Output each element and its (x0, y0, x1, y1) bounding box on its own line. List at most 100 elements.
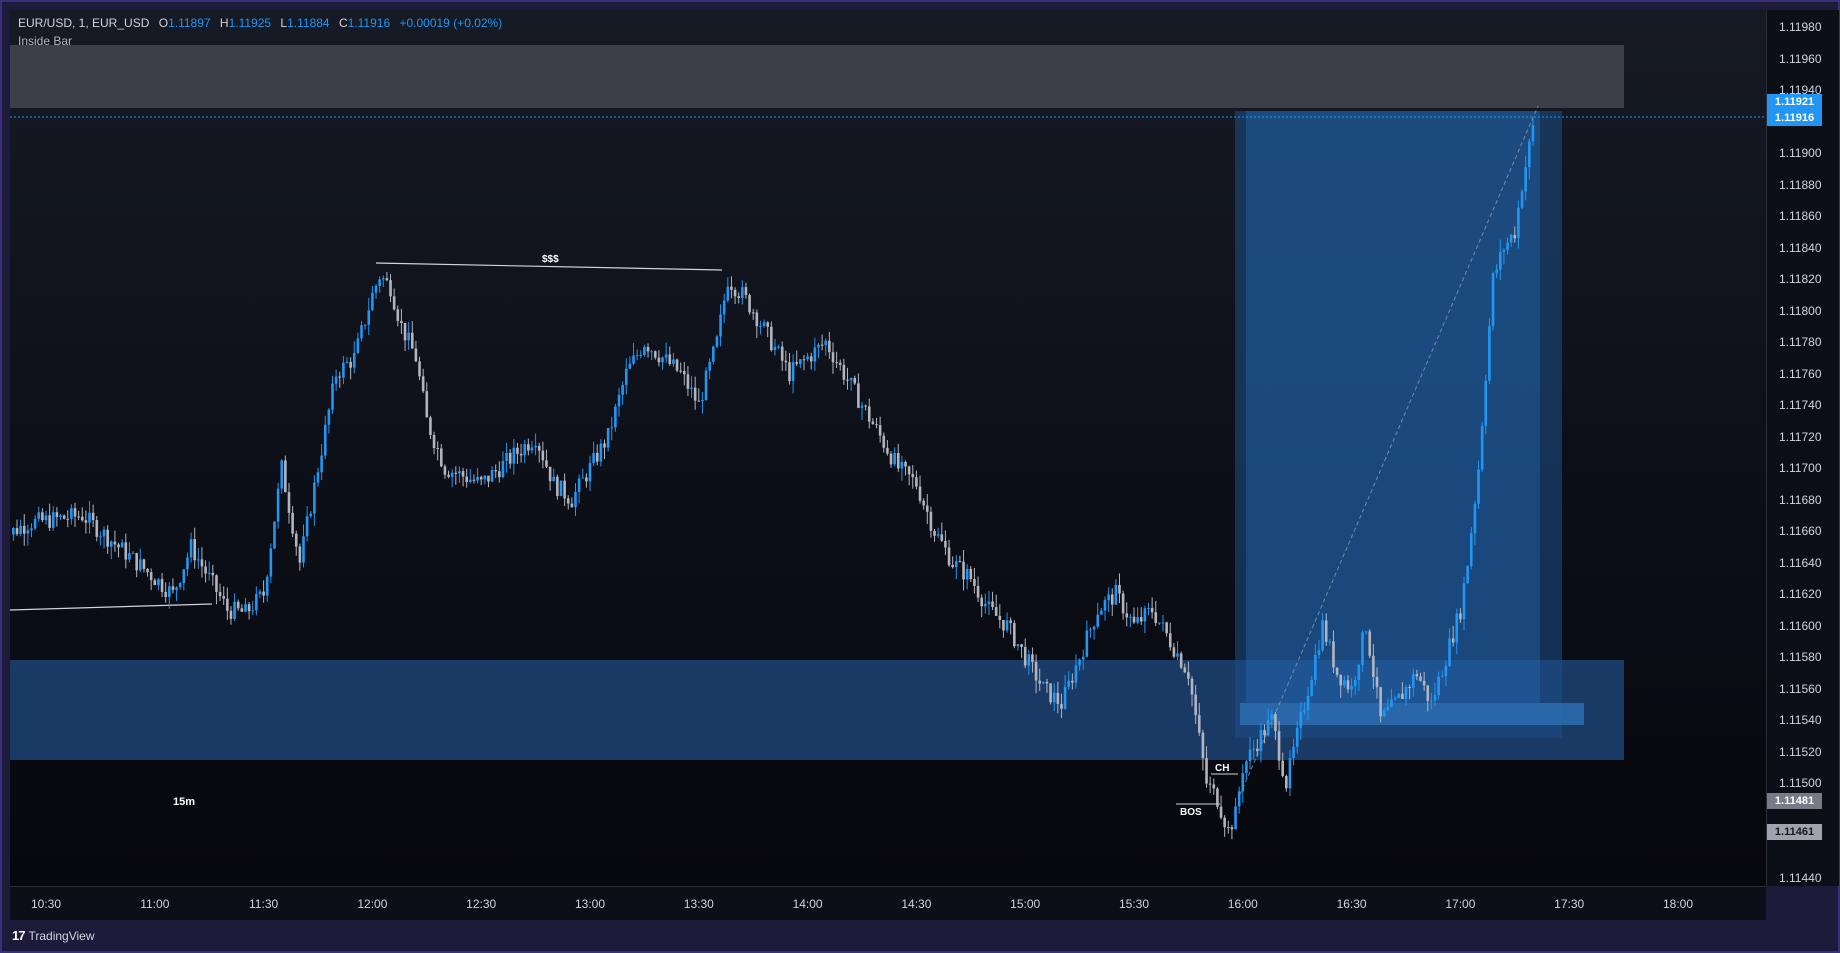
candle-body (1063, 686, 1067, 709)
candle-body (809, 356, 813, 362)
candle-body (73, 508, 77, 517)
candle-body (1411, 674, 1415, 688)
trend-line[interactable] (10, 603, 213, 611)
indicator-label[interactable]: Inside Bar (18, 34, 73, 48)
candle-body (929, 511, 933, 531)
price-tick: 1.11780 (1779, 335, 1822, 349)
candle-body (643, 346, 646, 355)
candle-body (1426, 685, 1430, 701)
candle-body (1016, 644, 1020, 647)
candle-body (530, 447, 534, 451)
candle-body (1459, 613, 1462, 620)
candle-body (1234, 806, 1237, 830)
candle-body (193, 539, 196, 561)
candle-body (715, 336, 719, 347)
candle-body (1433, 695, 1437, 701)
candle-body (454, 472, 458, 474)
high-key: H (219, 16, 229, 30)
candle-body (1328, 641, 1332, 643)
candle-body (802, 359, 806, 361)
candle-body (120, 542, 124, 548)
candle-body (62, 515, 66, 519)
candle-body (1295, 727, 1299, 747)
candle-body (831, 352, 835, 363)
candle-body (1353, 680, 1357, 686)
candle-body (255, 593, 258, 611)
candle-body (30, 528, 33, 531)
tradingview-logo[interactable]: 17 TradingView (12, 928, 95, 943)
candle-body (236, 601, 240, 609)
time-tick: 10:30 (30, 897, 62, 911)
symbol-legend[interactable]: EUR/USD, 1, EUR_USD O1.11897 H1.11925 L1… (18, 16, 502, 30)
candle-body (1480, 425, 1484, 470)
candle-body (512, 447, 516, 464)
projection-line (1239, 105, 1539, 796)
candle-body (1074, 665, 1078, 683)
candle-body (904, 461, 907, 467)
candle-body (171, 586, 175, 590)
candle-body (421, 376, 425, 392)
candle-body (186, 557, 189, 570)
candle-body (280, 460, 284, 489)
candle-body (730, 286, 733, 290)
candle-body (537, 445, 541, 451)
candle-body (1107, 594, 1110, 601)
time-scale[interactable] (10, 886, 1766, 921)
candle-body (849, 377, 853, 381)
candle-body (309, 513, 313, 517)
candle-body (440, 448, 443, 467)
candle-body (1455, 613, 1459, 643)
candle-body (91, 512, 95, 521)
long-position-target[interactable] (1246, 111, 1540, 703)
candle-body (1110, 594, 1114, 605)
long-position-stop[interactable] (1240, 703, 1584, 725)
candle-body (1085, 630, 1089, 657)
candle-body (726, 286, 730, 301)
candle-body (189, 539, 193, 558)
candle-body (893, 452, 896, 465)
candle-body (1506, 242, 1509, 251)
candle-body (142, 559, 146, 569)
candle-body (443, 466, 447, 475)
candle-body (606, 427, 610, 448)
candle-body (1263, 730, 1266, 736)
candle-body (106, 529, 109, 547)
candle-body (799, 359, 802, 364)
chart-pane[interactable]: $$$ 15m CH BOS (10, 10, 1766, 886)
candle-body (135, 553, 138, 571)
candle-body (244, 604, 247, 612)
time-tick: 12:00 (357, 897, 388, 911)
candle-body (374, 286, 378, 293)
candle-body (178, 582, 182, 588)
candle-body (490, 470, 494, 482)
candle-body (505, 452, 508, 462)
price-scale[interactable] (1766, 10, 1839, 886)
candle-body (915, 477, 918, 487)
chart-canvas[interactable] (10, 10, 1766, 886)
candle-body (1096, 614, 1100, 627)
candle-body (1517, 207, 1520, 239)
high-value: 1.11925 (228, 16, 272, 30)
candle-body (1241, 773, 1245, 792)
candle-body (1469, 533, 1473, 567)
symbol-name[interactable]: EUR/USD, 1, EUR_USD (18, 16, 150, 30)
candle-body (820, 344, 824, 346)
candle-body (1357, 664, 1361, 681)
candle-body (1248, 749, 1252, 762)
candle-body (247, 604, 251, 612)
candle-body (624, 368, 628, 385)
candle-body (182, 569, 186, 583)
price-tick: 1.11940 (1779, 83, 1822, 97)
tradingview-logo-icon: 17 (12, 928, 26, 943)
candle-body (1067, 680, 1071, 687)
candle-body (1190, 678, 1194, 695)
candle-body (867, 406, 871, 422)
candle-body (1451, 638, 1455, 643)
candle-body (1430, 700, 1433, 702)
liquidity-line[interactable] (375, 262, 723, 271)
supply-zone[interactable] (10, 45, 1624, 108)
long-position-outer[interactable] (1235, 111, 1562, 738)
candle-body (1071, 680, 1074, 683)
open-value: 1.11897 (168, 16, 211, 30)
candle-body (487, 475, 490, 482)
